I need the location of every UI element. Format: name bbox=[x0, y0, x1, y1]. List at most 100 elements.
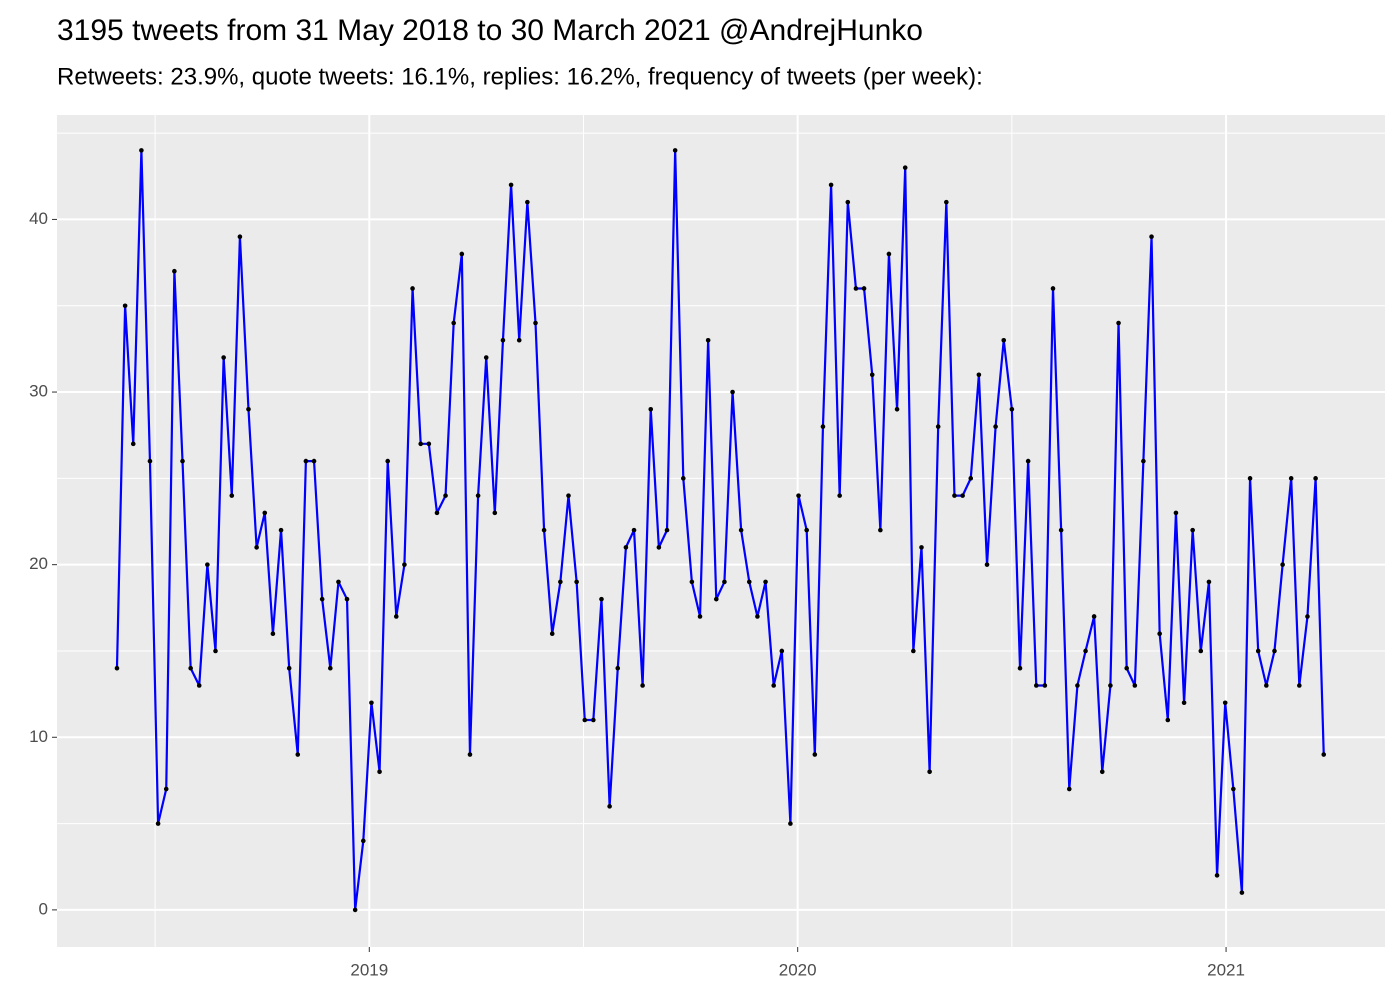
y-tick-label: 20 bbox=[29, 554, 48, 573]
point bbox=[172, 268, 177, 274]
point bbox=[1222, 700, 1228, 706]
point bbox=[311, 458, 317, 464]
point bbox=[788, 821, 793, 826]
point bbox=[246, 407, 251, 412]
point bbox=[328, 665, 333, 671]
point bbox=[828, 182, 834, 188]
chart-subtitle: Retweets: 23.9%, quote tweets: 16.1%, re… bbox=[57, 63, 983, 90]
point bbox=[525, 199, 530, 205]
point bbox=[771, 683, 776, 688]
point bbox=[984, 562, 990, 567]
point bbox=[1050, 286, 1056, 291]
point bbox=[960, 493, 965, 498]
point bbox=[1173, 510, 1179, 516]
point bbox=[1272, 648, 1277, 654]
point bbox=[631, 527, 637, 533]
point bbox=[1288, 476, 1294, 481]
point bbox=[1001, 337, 1007, 343]
point bbox=[147, 458, 153, 464]
point bbox=[410, 286, 415, 291]
point bbox=[533, 320, 538, 326]
point bbox=[1255, 648, 1261, 654]
point bbox=[738, 527, 744, 533]
point bbox=[697, 614, 703, 619]
x-tick-label: 2020 bbox=[779, 960, 817, 979]
point bbox=[599, 596, 604, 602]
point bbox=[1108, 683, 1113, 688]
point bbox=[139, 148, 144, 153]
point bbox=[656, 545, 662, 550]
point bbox=[295, 752, 301, 757]
point bbox=[114, 665, 120, 671]
point bbox=[722, 579, 727, 585]
point bbox=[418, 441, 424, 447]
point bbox=[853, 286, 859, 291]
point bbox=[336, 579, 341, 585]
point bbox=[664, 527, 670, 533]
point bbox=[229, 493, 235, 498]
point bbox=[845, 199, 851, 205]
point bbox=[443, 493, 448, 498]
point bbox=[492, 510, 498, 516]
point bbox=[467, 752, 473, 757]
point bbox=[755, 614, 760, 619]
point bbox=[911, 648, 916, 654]
point bbox=[574, 579, 579, 585]
point bbox=[500, 337, 506, 343]
point bbox=[303, 458, 309, 464]
point bbox=[812, 752, 818, 757]
y-tick-label: 40 bbox=[29, 209, 48, 228]
point bbox=[869, 372, 875, 378]
point bbox=[344, 596, 350, 602]
point bbox=[1066, 786, 1072, 792]
point bbox=[1157, 631, 1162, 637]
point bbox=[640, 683, 645, 688]
point bbox=[319, 596, 325, 602]
point bbox=[763, 579, 768, 585]
point bbox=[993, 424, 998, 429]
point bbox=[746, 579, 752, 585]
point bbox=[286, 665, 292, 671]
point bbox=[205, 562, 210, 567]
point bbox=[1116, 320, 1121, 326]
point bbox=[213, 648, 218, 654]
point bbox=[352, 907, 358, 913]
point bbox=[1149, 234, 1154, 239]
point bbox=[1141, 458, 1146, 464]
point bbox=[1321, 752, 1327, 757]
point bbox=[262, 510, 268, 516]
point bbox=[566, 493, 571, 498]
point bbox=[508, 182, 514, 188]
point bbox=[1042, 683, 1048, 688]
point bbox=[475, 493, 481, 498]
point bbox=[237, 234, 243, 239]
point bbox=[1297, 683, 1302, 688]
point bbox=[1075, 683, 1080, 688]
point bbox=[623, 545, 629, 550]
point bbox=[1280, 562, 1285, 567]
point bbox=[221, 355, 226, 360]
point bbox=[730, 389, 735, 395]
point bbox=[541, 527, 547, 533]
point bbox=[681, 476, 686, 481]
point bbox=[1247, 476, 1253, 481]
point bbox=[254, 545, 259, 550]
point bbox=[1033, 683, 1039, 688]
point bbox=[935, 424, 941, 429]
y-tick-label: 30 bbox=[29, 382, 48, 401]
point bbox=[1181, 700, 1187, 706]
x-tick-label: 2021 bbox=[1207, 960, 1245, 979]
point bbox=[1025, 458, 1031, 464]
point bbox=[1091, 614, 1097, 619]
point bbox=[451, 320, 456, 326]
point bbox=[1198, 648, 1204, 654]
point bbox=[861, 286, 867, 291]
point bbox=[705, 337, 711, 343]
point bbox=[944, 199, 949, 205]
point bbox=[180, 458, 185, 464]
y-tick-label: 10 bbox=[29, 727, 48, 746]
point bbox=[886, 251, 892, 257]
point bbox=[155, 821, 161, 826]
point bbox=[549, 631, 555, 637]
point bbox=[779, 648, 785, 654]
